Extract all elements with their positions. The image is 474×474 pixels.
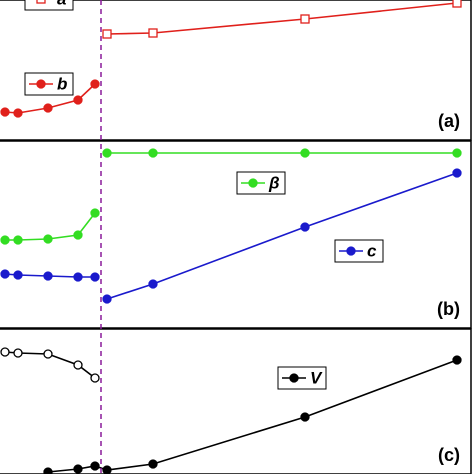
marker — [90, 461, 100, 471]
marker — [300, 14, 310, 24]
legend-box — [24, 0, 74, 11]
legend-marker — [346, 246, 356, 256]
marker — [43, 234, 53, 244]
series-line — [106, 2, 458, 35]
marker — [43, 103, 53, 113]
marker — [90, 208, 100, 218]
marker — [0, 235, 10, 245]
panel-label: (c) — [438, 445, 460, 465]
legend-label: a — [57, 0, 66, 8]
marker — [102, 465, 112, 474]
marker — [452, 168, 462, 178]
legend-label: b — [57, 74, 67, 93]
panel-frame — [0, 140, 472, 329]
marker — [73, 464, 83, 474]
marker — [90, 272, 100, 282]
marker — [148, 28, 158, 38]
marker — [0, 269, 10, 279]
marker — [148, 459, 158, 469]
marker — [43, 271, 53, 281]
panel-label: (a) — [438, 111, 460, 131]
marker — [13, 235, 23, 245]
marker — [148, 279, 158, 289]
panel-frame — [0, 328, 472, 474]
marker — [73, 272, 83, 282]
marker — [43, 349, 53, 359]
legend-label: V — [310, 368, 323, 387]
marker — [148, 148, 158, 158]
marker — [300, 412, 310, 422]
legend-label: β — [268, 173, 280, 192]
marker — [90, 373, 100, 383]
marker — [0, 347, 10, 357]
legend-marker — [248, 178, 258, 188]
marker — [13, 270, 23, 280]
marker — [43, 467, 53, 474]
marker — [90, 79, 100, 89]
series-line — [47, 359, 458, 473]
marker — [452, 355, 462, 365]
marker — [102, 294, 112, 304]
marker — [73, 95, 83, 105]
panel-frame — [0, 0, 472, 141]
marker — [13, 348, 23, 358]
marker — [73, 230, 83, 240]
marker — [452, 0, 462, 8]
panel-label: (b) — [437, 299, 460, 319]
marker — [300, 222, 310, 232]
marker — [13, 108, 23, 118]
marker — [102, 29, 112, 39]
marker — [102, 148, 112, 158]
marker — [452, 148, 462, 158]
legend-marker — [36, 79, 46, 89]
marker — [0, 107, 10, 117]
marker — [300, 148, 310, 158]
legend-label: c — [367, 241, 377, 260]
legend-marker — [289, 373, 299, 383]
legend-marker — [36, 0, 46, 4]
marker — [73, 360, 83, 370]
